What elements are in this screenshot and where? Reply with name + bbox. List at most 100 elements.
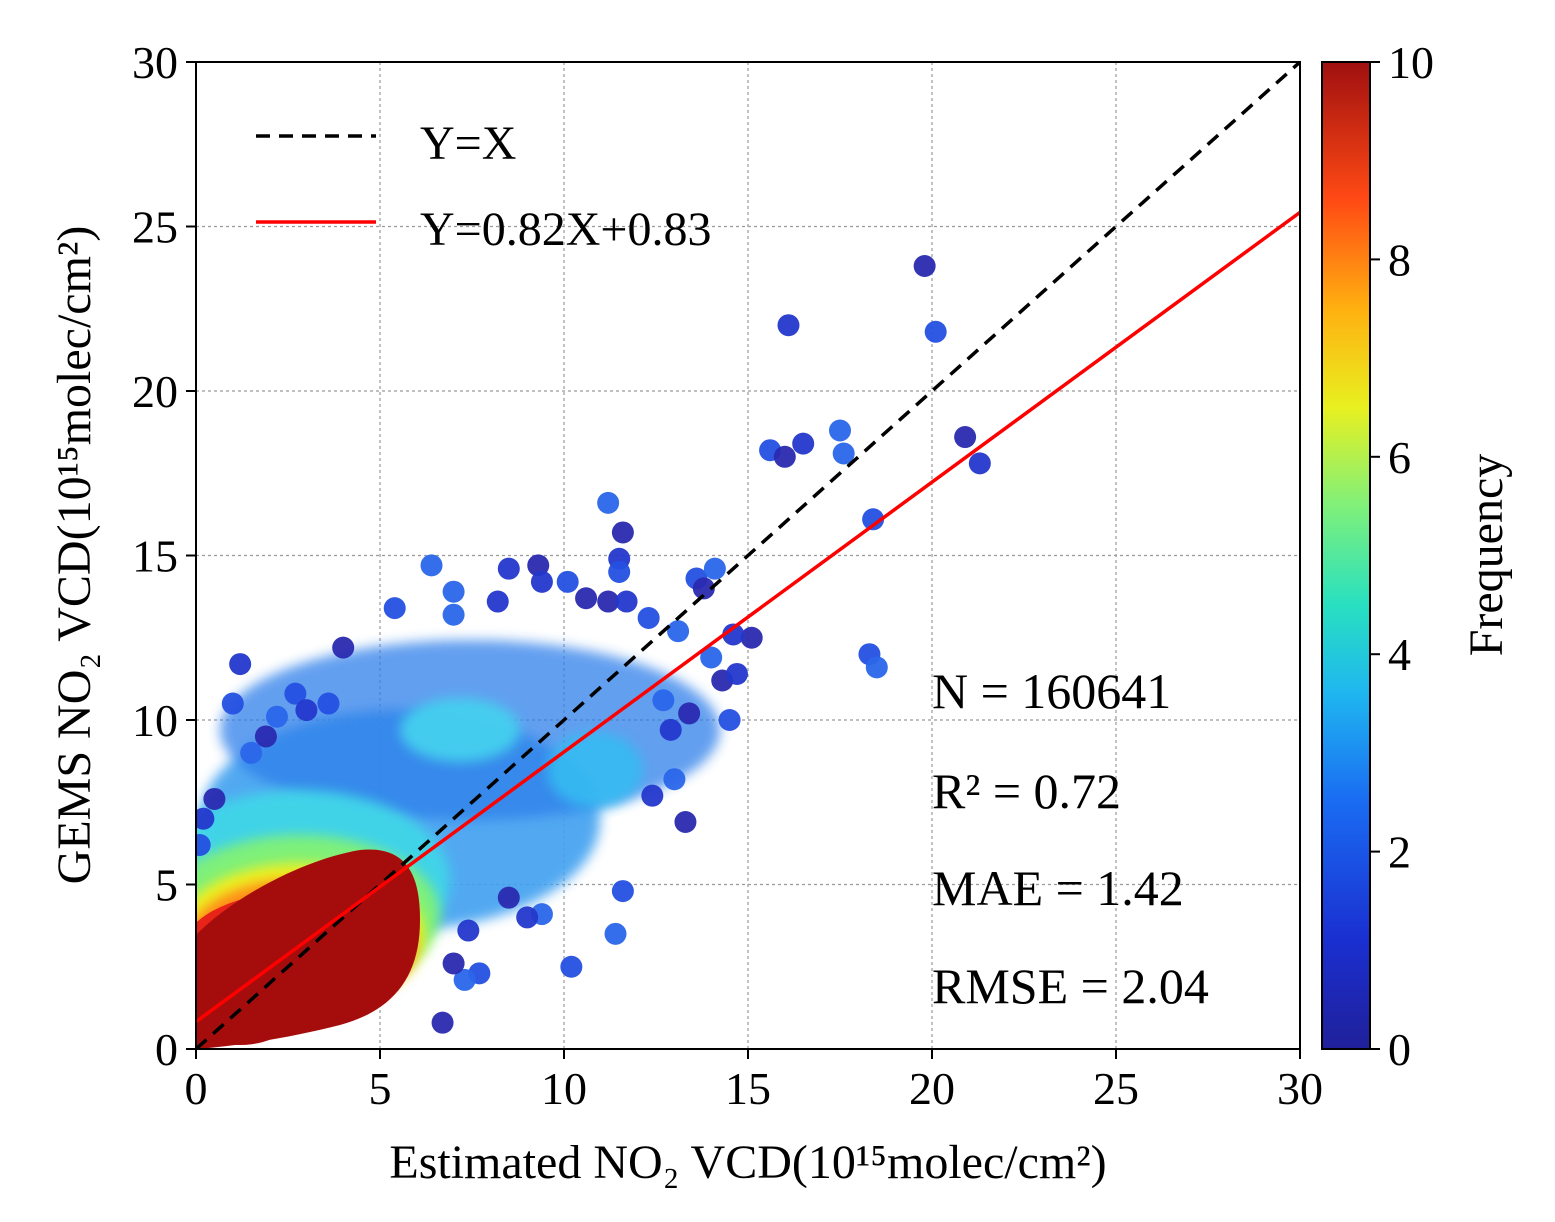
- density-cloud-cyan-upper: [400, 698, 520, 762]
- scatter-point: [773, 445, 796, 468]
- y-axis-ticks: 0 5 10 15 20 25 30: [132, 37, 196, 1075]
- scatter-point: [608, 560, 631, 583]
- scatter-point: [265, 705, 288, 728]
- x-tick-label: 5: [369, 1063, 392, 1114]
- scatter-point: [862, 508, 885, 531]
- y-tick-label: 5: [155, 860, 178, 911]
- colorbar-tick-label: 0: [1388, 1024, 1411, 1075]
- colorbar: 0 2 4 6 8 10 Frequency: [1321, 37, 1513, 1075]
- y-tick-label: 0: [155, 1024, 178, 1075]
- scatter-point: [497, 557, 520, 580]
- y-tick-label: 15: [132, 531, 178, 582]
- scatter-point: [722, 623, 745, 646]
- scatter-point: [829, 419, 851, 442]
- statistics-box: N = 160641 R² = 0.72 MAE = 1.42 RMSE = 2…: [932, 663, 1209, 1014]
- regression-lines: [196, 62, 1300, 1049]
- scatter-point: [196, 834, 211, 857]
- scatter-point: [442, 952, 465, 975]
- scatter-point: [497, 886, 520, 909]
- scatter-point: [718, 709, 741, 731]
- scatter-point: [954, 426, 977, 449]
- scatter-point: [865, 656, 888, 679]
- x-tick-label: 0: [185, 1063, 208, 1114]
- scatter-point: [383, 597, 406, 620]
- fit-line: [196, 210, 1300, 1024]
- colorbar-tick-label: 4: [1388, 629, 1411, 680]
- y-axis-title: GEMS NO₂ VCD(10¹⁵molec/cm²): [48, 226, 101, 885]
- scatter-point: [968, 452, 991, 475]
- stat-n: N = 160641: [932, 663, 1171, 719]
- y-tick-label: 30: [132, 37, 178, 88]
- x-axis-ticks: 0 5 10 15 20 25 30: [185, 1049, 1323, 1114]
- colorbar-tick-label: 2: [1388, 827, 1411, 878]
- scatter-point: [254, 725, 277, 748]
- scatter-point: [740, 626, 763, 649]
- scatter-point: [453, 968, 476, 991]
- x-tick-label: 30: [1277, 1063, 1323, 1114]
- scatter-point: [792, 432, 815, 455]
- colorbar-title: Frequency: [1460, 454, 1513, 657]
- colorbar-gradient: [1321, 61, 1371, 1050]
- scatter-point: [317, 692, 340, 715]
- scatter-point: [457, 919, 480, 942]
- scatter-point: [913, 254, 936, 277]
- scatter-point: [295, 699, 318, 722]
- scatter-point: [284, 682, 307, 705]
- scatter-point: [725, 662, 748, 685]
- legend-label-fit: Y=0.82X+0.83: [420, 203, 711, 256]
- scatter-point: [703, 557, 726, 580]
- density-cloud-dark-red-edge: [196, 965, 300, 1045]
- y-tick-label: 10: [132, 695, 178, 746]
- scatter-point: [652, 689, 675, 712]
- scatter-point: [442, 603, 465, 626]
- x-tick-label: 15: [725, 1063, 771, 1114]
- scatter-point: [674, 810, 697, 833]
- scatter-point: [420, 554, 443, 577]
- scatter-point: [641, 784, 664, 807]
- legend-label-yx: Y=X: [420, 117, 516, 170]
- scatter-point: [659, 718, 682, 741]
- scatter-point: [516, 906, 539, 929]
- scatter-point: [221, 692, 244, 715]
- scatter-point: [924, 320, 947, 343]
- density-cloud-cyan-right: [547, 732, 643, 808]
- scatter-point: [431, 1011, 454, 1034]
- scatter-point: [604, 922, 627, 945]
- scatter-point: [667, 620, 690, 643]
- legend: Y=X Y=0.82X+0.83: [256, 117, 711, 256]
- scatter-point: [700, 646, 723, 669]
- scatter-point: [575, 587, 598, 610]
- colorbar-tick-label: 8: [1388, 234, 1411, 285]
- stat-mae: MAE = 1.42: [932, 860, 1184, 916]
- scatter-point: [611, 880, 634, 903]
- scatter-point: [597, 491, 620, 514]
- scatter-point: [777, 314, 800, 337]
- colorbar-tick-label: 10: [1388, 37, 1434, 88]
- y-tick-label: 25: [132, 202, 178, 253]
- scatter-point: [527, 554, 550, 577]
- scatter-point: [229, 653, 252, 676]
- x-tick-label: 25: [1093, 1063, 1139, 1114]
- scatter-point: [530, 570, 553, 593]
- colorbar-tick-label: 6: [1388, 432, 1411, 483]
- scatter-point: [611, 521, 634, 544]
- colorbar-ticks: 0 2 4 6 8 10: [1370, 37, 1434, 1075]
- scatter-point: [615, 590, 638, 613]
- scatter-point: [442, 580, 465, 603]
- identity-line: [196, 62, 1300, 1049]
- y-tick-label: 20: [132, 366, 178, 417]
- scatter-point: [196, 807, 215, 830]
- scatter-points: [196, 254, 991, 1034]
- stat-r2: R² = 0.72: [932, 763, 1121, 819]
- scatter-point: [560, 955, 583, 978]
- scatter-point: [663, 768, 686, 791]
- stat-rmse: RMSE = 2.04: [932, 958, 1209, 1014]
- scatter-point: [203, 787, 226, 810]
- x-axis-title: Estimated NO₂ VCD(10¹⁵molec/cm²): [389, 1136, 1106, 1189]
- scatter-point: [332, 636, 355, 659]
- scatter-point: [678, 702, 701, 725]
- scatter-point: [832, 442, 855, 465]
- scatter-point: [597, 590, 620, 613]
